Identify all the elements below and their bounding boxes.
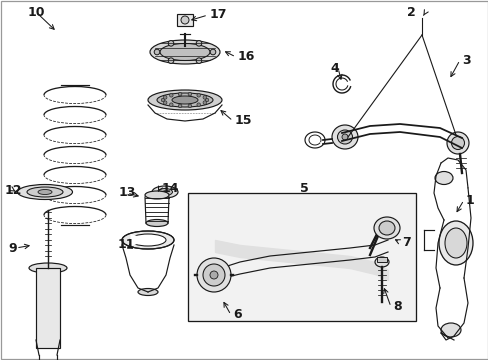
Text: 13: 13 (119, 186, 136, 199)
Ellipse shape (438, 221, 472, 265)
Ellipse shape (130, 234, 165, 246)
Circle shape (168, 41, 173, 46)
Ellipse shape (337, 130, 352, 144)
Bar (36, 268, 60, 348)
Ellipse shape (145, 191, 169, 199)
Circle shape (188, 93, 191, 96)
Circle shape (210, 49, 215, 55)
Circle shape (163, 101, 166, 104)
Bar (376, 257, 386, 262)
Ellipse shape (440, 323, 460, 337)
Ellipse shape (148, 90, 222, 110)
Circle shape (188, 104, 191, 108)
Ellipse shape (172, 96, 198, 104)
Text: 16: 16 (238, 50, 255, 63)
Ellipse shape (197, 258, 230, 292)
Ellipse shape (138, 288, 158, 296)
Ellipse shape (157, 93, 213, 107)
Ellipse shape (152, 186, 178, 198)
Circle shape (203, 101, 206, 104)
Text: 9: 9 (8, 242, 17, 255)
Text: 5: 5 (299, 181, 308, 194)
Bar (187, 193, 415, 321)
Ellipse shape (27, 187, 63, 197)
Text: 1: 1 (465, 194, 474, 207)
Circle shape (196, 58, 202, 63)
Circle shape (197, 94, 200, 97)
Circle shape (168, 58, 173, 63)
Ellipse shape (378, 221, 394, 235)
Ellipse shape (18, 184, 72, 199)
Ellipse shape (38, 189, 52, 194)
Ellipse shape (444, 228, 466, 258)
Text: 12: 12 (5, 184, 22, 197)
Circle shape (197, 103, 200, 107)
Text: 15: 15 (235, 114, 252, 127)
Ellipse shape (374, 257, 388, 267)
Bar (177, 14, 193, 26)
Ellipse shape (203, 264, 224, 286)
Ellipse shape (157, 189, 172, 195)
Ellipse shape (331, 125, 357, 149)
Ellipse shape (373, 217, 399, 239)
Text: 7: 7 (401, 235, 410, 248)
Circle shape (154, 49, 160, 55)
Circle shape (169, 103, 173, 107)
Ellipse shape (434, 171, 452, 184)
Text: 11: 11 (118, 238, 135, 252)
Text: 2: 2 (406, 6, 415, 19)
Circle shape (178, 93, 182, 96)
Ellipse shape (446, 132, 468, 154)
Circle shape (161, 98, 164, 102)
Ellipse shape (341, 134, 347, 140)
Circle shape (163, 96, 166, 99)
Circle shape (196, 41, 202, 46)
Circle shape (205, 98, 208, 102)
Circle shape (203, 96, 206, 99)
Ellipse shape (146, 220, 168, 226)
Text: 14: 14 (162, 181, 179, 194)
Ellipse shape (160, 44, 209, 60)
Circle shape (169, 94, 173, 97)
Text: 10: 10 (28, 5, 45, 18)
Ellipse shape (122, 231, 174, 249)
Text: 17: 17 (209, 9, 227, 22)
Text: 3: 3 (461, 54, 469, 67)
Circle shape (178, 104, 182, 108)
Ellipse shape (450, 136, 464, 149)
Circle shape (181, 16, 189, 24)
Text: 6: 6 (232, 309, 241, 321)
Ellipse shape (209, 271, 218, 279)
Text: 8: 8 (392, 301, 401, 314)
Text: 4: 4 (329, 62, 338, 75)
Ellipse shape (29, 263, 67, 273)
Ellipse shape (150, 40, 220, 64)
Wedge shape (130, 234, 148, 246)
